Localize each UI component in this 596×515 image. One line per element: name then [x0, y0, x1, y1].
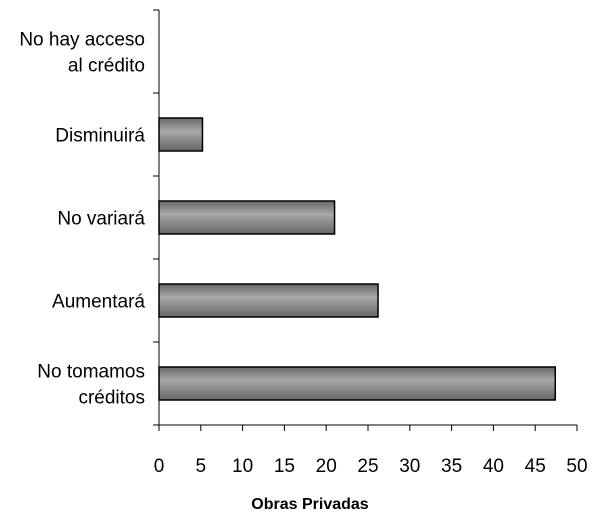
bar-4 — [158, 366, 557, 401]
category-label-2-0: No variará — [57, 209, 145, 230]
axes-group — [153, 9, 578, 431]
x-tick-label-8: 40 — [483, 456, 504, 477]
category-label-4-0: No tomamos — [37, 362, 145, 383]
bar-1 — [158, 117, 204, 152]
x-axis-label: Obras Privadas — [251, 496, 369, 513]
x-tick-label-9: 45 — [525, 456, 546, 477]
category-label-4-1: créditos — [78, 388, 145, 409]
x-tick-label-7: 35 — [441, 456, 462, 477]
x-tick-label-0: 0 — [154, 456, 165, 477]
x-tick-label-2: 10 — [232, 456, 253, 477]
bar-2 — [158, 200, 336, 235]
category-label-1-0: Disminuirá — [55, 126, 145, 147]
category-labels: No hay acceso al crédito Disminuirá No vari… — [19, 30, 145, 409]
bar-3 — [158, 283, 379, 318]
category-label-0-0: No hay acceso — [19, 30, 145, 51]
x-tick-label-10: 50 — [566, 456, 587, 477]
category-label-0-1: al crédito — [68, 56, 145, 77]
x-tick-label-5: 25 — [357, 456, 378, 477]
x-tick-label-3: 15 — [274, 456, 295, 477]
x-tick-label-1: 5 — [196, 456, 207, 477]
x-tick-label-6: 30 — [399, 456, 420, 477]
x-tick-labels: 0 5 10 15 20 25 30 35 40 45 50 — [154, 456, 588, 477]
x-tick-label-4: 20 — [316, 456, 337, 477]
bars-group — [158, 117, 557, 401]
category-label-3-0: Aumentará — [52, 292, 145, 313]
